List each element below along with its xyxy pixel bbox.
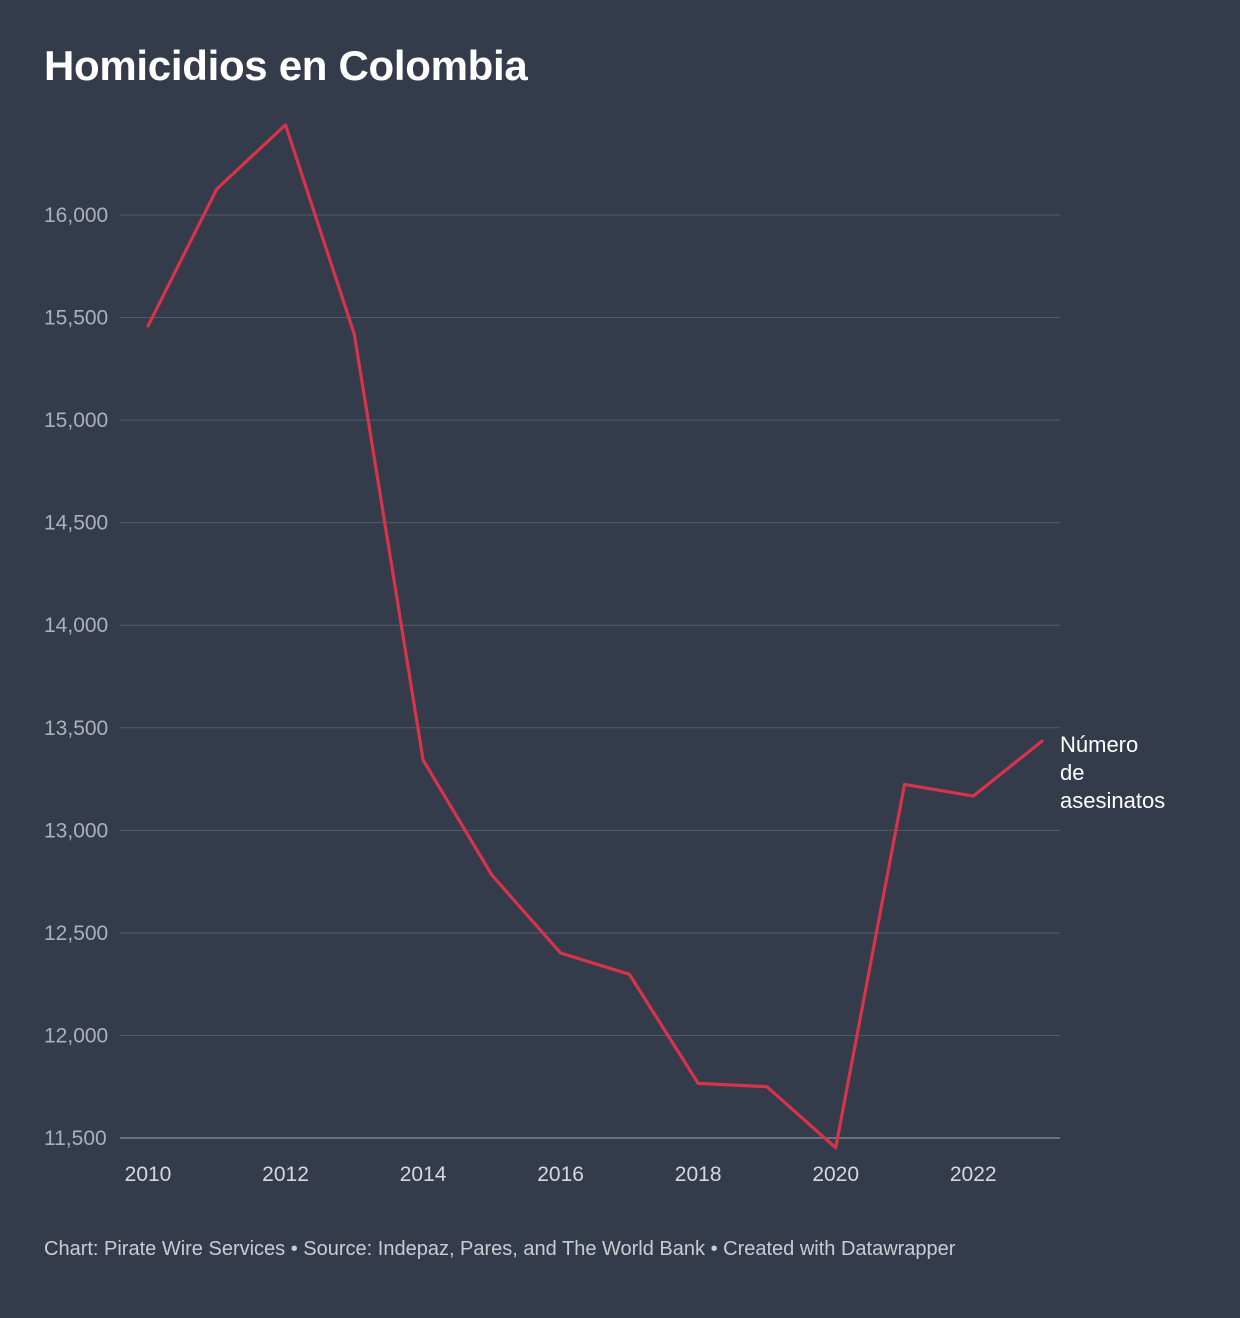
x-tick-label: 2022	[950, 1163, 997, 1186]
series-lines	[146, 123, 1044, 1150]
series-label-line: asesinatos	[1060, 788, 1165, 813]
x-tick-label: 2012	[262, 1163, 309, 1186]
x-tick-label: 2018	[675, 1163, 722, 1186]
y-tick-label: 11,500	[44, 1127, 107, 1150]
y-tick-label: 13,000	[44, 819, 108, 842]
y-tick-label: 14,500	[44, 512, 108, 535]
series-label: Número de asesinatos	[1060, 732, 1165, 813]
y-tick-label: 15,500	[44, 307, 108, 330]
y-axis-ticks: 16,000 15,500 15,000 14,500 14,000 13,500 13,0…	[44, 204, 108, 1150]
y-tick-label: 12,500	[44, 922, 108, 945]
x-axis-ticks: 2010 2012 2014 2016 2018 2020 2022	[125, 1163, 997, 1186]
y-tick-label: 16,000	[44, 204, 108, 227]
y-tick-label: 15,000	[44, 409, 108, 432]
chart-title: Homicidios en Colombia	[44, 42, 528, 89]
chart-footer: Chart: Pirate Wire Services • Source: In…	[44, 1238, 956, 1260]
x-tick-label: 2016	[537, 1163, 584, 1186]
y-tick-label: 13,500	[44, 717, 108, 740]
x-tick-label: 2020	[812, 1163, 859, 1186]
series-labels: Número de asesinatos	[1060, 732, 1165, 813]
x-tick-label: 2014	[400, 1163, 447, 1186]
x-tick-label: 2010	[125, 1163, 172, 1186]
series-label-line: Número	[1060, 732, 1138, 757]
series-line	[146, 123, 1044, 1150]
y-tick-label: 12,000	[44, 1024, 108, 1047]
gridlines	[120, 214, 1060, 1139]
series-label-line: de	[1060, 760, 1084, 785]
y-tick-label: 14,000	[44, 614, 108, 637]
